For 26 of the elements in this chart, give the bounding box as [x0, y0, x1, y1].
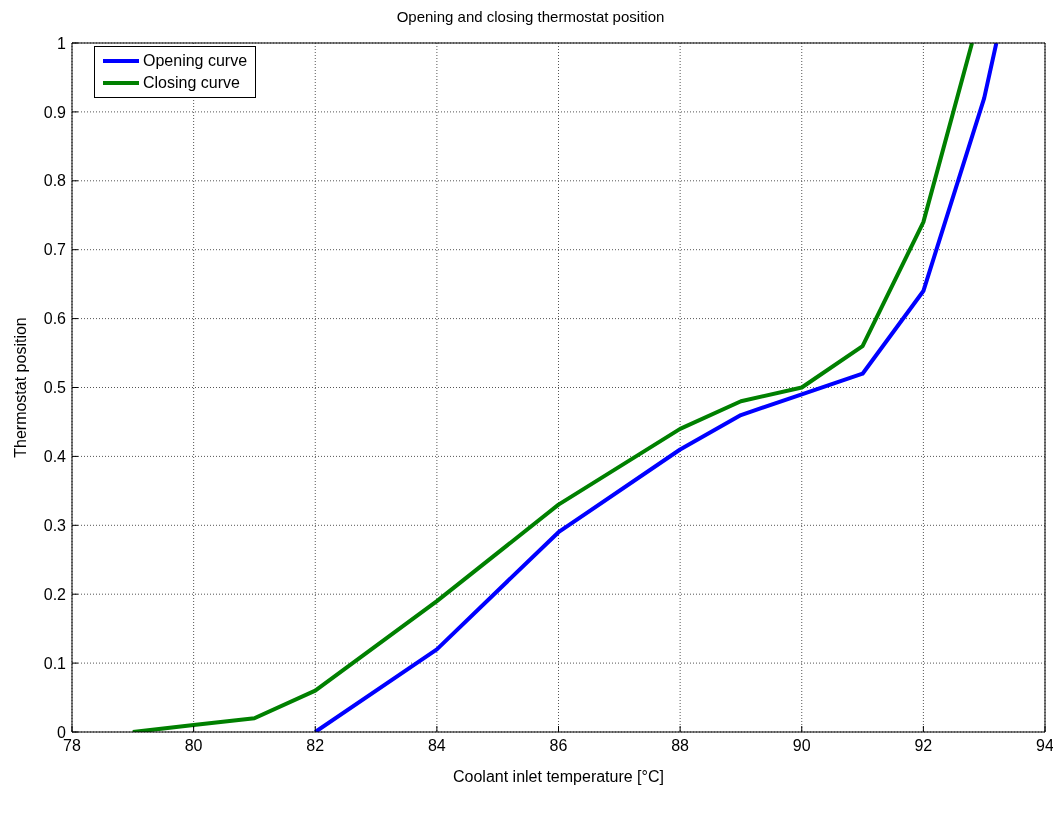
- y-tick-label: 1: [57, 34, 67, 52]
- x-tick-label: 90: [792, 737, 811, 755]
- x-tick-label: 78: [63, 737, 81, 755]
- legend-label: Closing curve: [143, 73, 240, 93]
- chart-title: Opening and closing thermostat position: [395, 8, 666, 25]
- y-tick-label: 0.3: [43, 516, 67, 534]
- x-tick-label: 92: [914, 737, 933, 755]
- y-axis-title: Thermostat position: [11, 317, 29, 458]
- x-axis-title: Coolant inlet temperature [°C]: [453, 768, 664, 785]
- legend-label: Opening curve: [143, 51, 248, 71]
- y-tick-label: 0.1: [43, 654, 67, 672]
- x-tick-label: 80: [184, 737, 203, 755]
- line-series: [130, 43, 975, 732]
- y-tick-label: 0.4: [43, 448, 67, 466]
- y-tick-label: 0.5: [43, 379, 67, 397]
- y-tick-label: 0.9: [43, 103, 67, 121]
- y-tick-label: 0.8: [43, 172, 67, 190]
- x-tick-label: 94: [1036, 737, 1054, 755]
- x-tick-label: 82: [306, 737, 325, 755]
- x-tick-label: 84: [427, 737, 446, 755]
- x-tick-label: 88: [671, 737, 690, 755]
- y-tick-label: 0.6: [43, 310, 67, 328]
- line-series: [313, 43, 999, 732]
- y-tick-label: 0.7: [43, 241, 67, 259]
- x-tick-label: 86: [549, 737, 568, 755]
- y-tick-label: 0.2: [43, 585, 67, 603]
